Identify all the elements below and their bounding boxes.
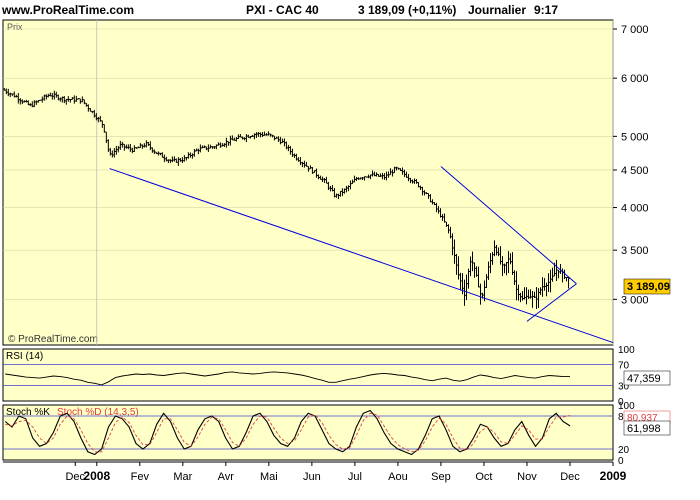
stoch-k-line xyxy=(4,409,571,456)
stoch-k-label: Stoch %K xyxy=(6,407,50,418)
stoch-k-value-tag xyxy=(623,420,671,436)
rsi-tick-label: 100 xyxy=(618,345,635,356)
time-tick-label: Aou xyxy=(388,471,408,483)
time-tick-label: Dec xyxy=(560,471,580,483)
rsi-tick-label: 30 xyxy=(618,381,630,392)
time-tick-label: Fev xyxy=(131,471,150,483)
rsi-line xyxy=(5,371,570,386)
stoch-d-label: Stoch %D (14,3,5) xyxy=(57,407,139,418)
stoch-tick-label: 0 xyxy=(618,456,624,467)
site-url[interactable]: www.ProRealTime.com xyxy=(2,3,135,17)
stoch-series xyxy=(3,409,613,456)
price-tick-label: 5 000 xyxy=(621,131,649,143)
rsi-panel xyxy=(2,348,614,402)
price-tick-label: 3 500 xyxy=(621,245,649,257)
price-panel xyxy=(2,19,614,346)
price-axis: 7 000 6 000 5 000 4 500 4 000 3 500 3 000 xyxy=(613,24,649,306)
stoch-d-line xyxy=(5,412,571,453)
time-tick-label: 2009 xyxy=(600,469,627,483)
rsi-value-tag xyxy=(623,370,671,386)
stoch-tick-label: 20 xyxy=(618,445,630,456)
price-tick-label: 6 000 xyxy=(621,73,649,85)
stoch-tick-label: 100 xyxy=(618,401,635,412)
quote-time: 9:17 xyxy=(534,3,559,17)
time-tick-label: Jul xyxy=(348,471,362,483)
chart-header: www.ProRealTime.com PXI - CAC 40 3 189,0… xyxy=(0,0,700,20)
price-tick-label: 4 000 xyxy=(621,203,649,215)
price-bars xyxy=(3,87,571,309)
price-grid xyxy=(3,20,614,460)
rsi-value-label: 47,359 xyxy=(627,373,661,385)
time-tick-label: Dec xyxy=(65,471,85,483)
price-panel-label: Prix xyxy=(7,22,23,32)
rsi-tick-label: 0 xyxy=(618,397,624,408)
time-tick-label: Sep xyxy=(431,471,451,483)
time-tick-label: Jun xyxy=(303,471,321,483)
rsi-tick-label: 70 xyxy=(618,361,630,372)
price-tick-label: 4 500 xyxy=(621,165,649,177)
time-tick-label: 2008 xyxy=(83,469,110,483)
rsi-label: RSI (14) xyxy=(6,351,43,362)
timeframe: Journalier xyxy=(468,3,527,17)
time-tick-label: Nov xyxy=(517,471,537,483)
trendline xyxy=(440,166,577,285)
time-tick-label: Oct xyxy=(475,471,492,483)
rsi-axis: 100 70 30 0 xyxy=(618,345,635,408)
instrument-name: PXI - CAC 40 xyxy=(246,3,319,17)
last-quote: 3 189,09 (+0,11%) xyxy=(358,3,457,17)
watermark: © ProRealTime.com xyxy=(8,334,98,345)
time-tick-label: Mai xyxy=(260,471,278,483)
trendlines xyxy=(109,166,614,344)
time-tick-label: Avr xyxy=(218,471,235,483)
price-tick-label: 3 000 xyxy=(621,294,649,306)
rsi-series xyxy=(3,364,613,386)
stoch-k-value-label: 61,998 xyxy=(627,423,661,435)
time-tick-label: Mar xyxy=(173,471,192,483)
price-tick-label: 7 000 xyxy=(621,24,649,36)
last-price-label: 3 189,09 xyxy=(627,281,670,293)
trendline xyxy=(109,168,614,344)
stoch-d-value-label: 80,937 xyxy=(627,413,658,424)
trendline xyxy=(526,283,577,322)
last-price-tag xyxy=(623,278,671,295)
